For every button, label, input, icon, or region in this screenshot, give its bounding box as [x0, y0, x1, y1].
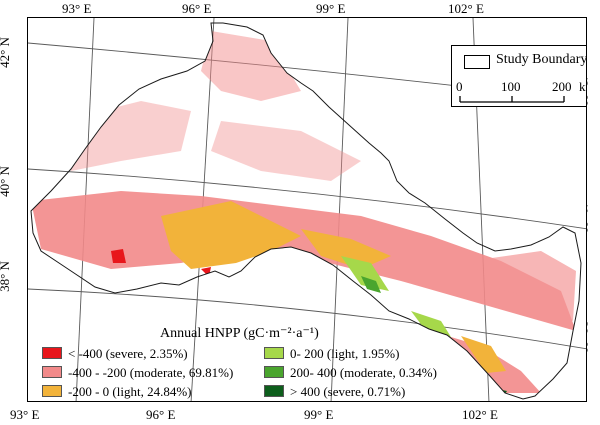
bottom-lon-label-99: 99° E: [304, 407, 334, 422]
scale-label-200: 200: [552, 79, 572, 94]
scale-bar: [459, 96, 565, 103]
orange-patch-3: [461, 336, 506, 373]
pink-patch-north: [201, 31, 301, 101]
graticule: [28, 18, 586, 401]
study-boundary-swatch: [464, 55, 490, 69]
scale-label-100: 100: [501, 79, 521, 94]
swatch-light-positive: [264, 347, 284, 359]
pink-patch-west: [61, 101, 191, 171]
study-boundary-label: Study Boundary: [496, 52, 587, 67]
boundary-legend: Study Boundary 0 100 200 km: [451, 45, 587, 107]
pink-patch-central: [211, 121, 361, 181]
scale-label-0: 0: [456, 79, 463, 94]
hnpp-legend: Annual HNPP (gC·m⁻²·a⁻¹) < -400 (severe,…: [38, 325, 458, 401]
green-patch-1: [361, 276, 381, 293]
top-lon-label-99: 99° E: [316, 1, 346, 16]
hnpp-legend-title: Annual HNPP (gC·m⁻²·a⁻¹): [160, 326, 319, 341]
legend-label-light-negative: -200 - 0 (light, 24.84%): [68, 384, 192, 399]
bottom-lon-label-96: 96° E: [146, 407, 176, 422]
legend-label-severe-negative: < -400 (severe, 2.35%): [68, 346, 188, 361]
study-boundary-outline: [30, 22, 582, 400]
bottom-lon-label-102: 102° E: [462, 407, 498, 422]
legend-label-light-positive: 0- 200 (light, 1.95%): [290, 346, 400, 361]
graticule-lon-99: [330, 18, 349, 401]
legend-label-moderate-negative: -400 - -200 (moderate, 69.81%): [68, 365, 234, 380]
red-patch-1: [111, 249, 126, 263]
left-lat-label-42: 42° N: [0, 37, 12, 68]
left-lat-label-38: 38° N: [0, 261, 12, 292]
map-canvas: [28, 18, 586, 401]
swatch-moderate-positive: [264, 366, 284, 378]
scale-unit-label: km: [579, 79, 586, 94]
top-lon-label-96: 96° E: [182, 1, 212, 16]
graticule-lat-38: [28, 288, 586, 350]
legend-label-severe-positive: > 400 (severe, 0.71%): [290, 384, 406, 399]
top-lon-label-93: 93° E: [62, 1, 92, 16]
graticule-lat-40: [28, 168, 586, 230]
left-lat-label-40: 40° N: [0, 166, 12, 197]
swatch-moderate-negative: [42, 366, 62, 378]
bottom-lon-label-93: 93° E: [10, 407, 40, 422]
swatch-severe-positive: [264, 385, 284, 397]
swatch-severe-negative: [42, 347, 62, 359]
top-lon-label-102: 102° E: [448, 1, 484, 16]
orange-patch-2: [301, 229, 391, 269]
lightgreen-patch-1: [341, 256, 389, 291]
lightgreen-patch-2: [411, 311, 451, 337]
legend-label-moderate-positive: 200- 400 (moderate, 0.34%): [290, 365, 437, 380]
swatch-light-negative: [42, 385, 62, 397]
hnpp-raster: [31, 31, 576, 397]
pink-patch-east: [471, 251, 576, 321]
map-frame: Study Boundary 0 100 200 km: [27, 17, 587, 402]
